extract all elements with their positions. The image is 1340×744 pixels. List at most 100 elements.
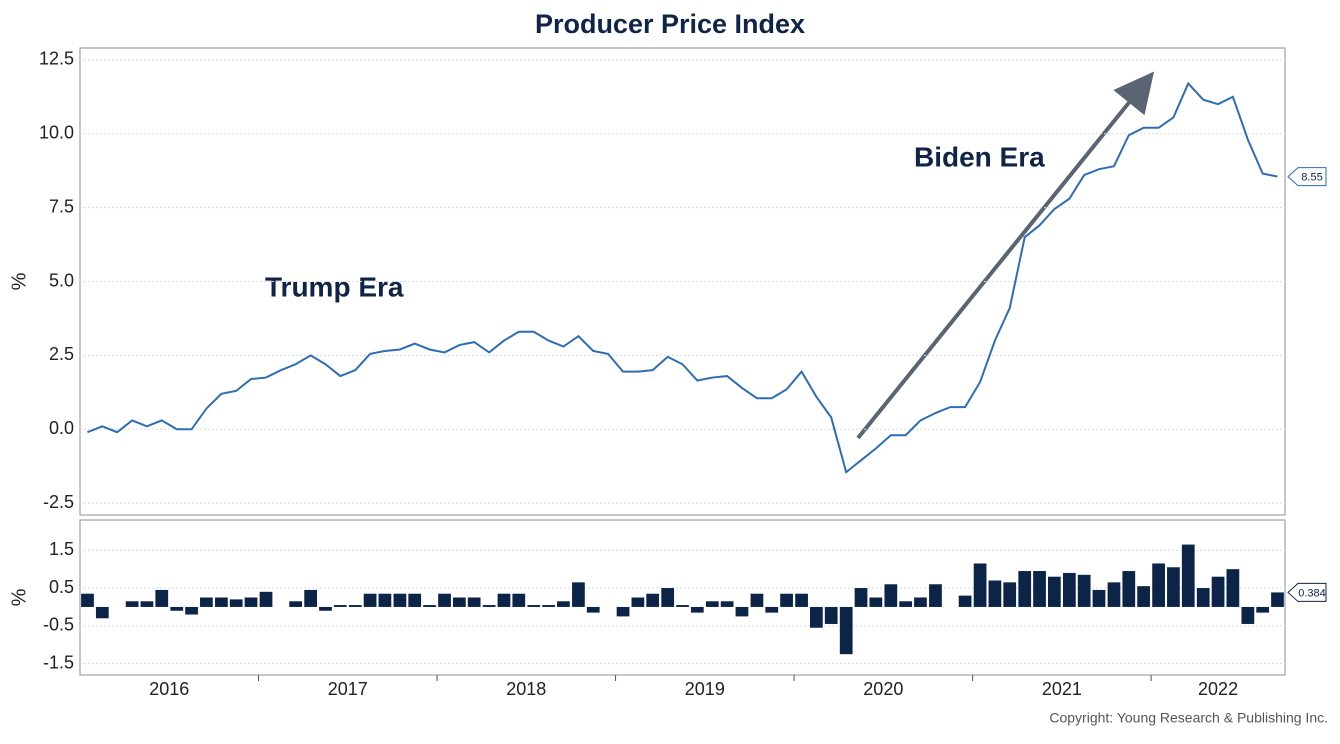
bar xyxy=(1137,586,1150,607)
arrow xyxy=(856,71,1155,440)
bar xyxy=(244,597,258,607)
y-tick-label: -2.5 xyxy=(43,492,74,512)
bar xyxy=(869,597,883,607)
bar xyxy=(884,584,898,607)
bar xyxy=(854,588,868,607)
bar xyxy=(215,597,228,607)
bar xyxy=(542,605,555,607)
bar xyxy=(1256,606,1270,613)
bar xyxy=(1062,572,1076,607)
bar xyxy=(929,584,942,607)
bar xyxy=(646,593,660,607)
line xyxy=(87,81,1278,474)
bar xyxy=(1271,592,1284,607)
bar xyxy=(1226,569,1240,607)
bar xyxy=(229,599,243,607)
bar xyxy=(631,597,645,607)
bar xyxy=(676,605,689,607)
end-label: 0.384 xyxy=(1298,587,1326,599)
chart-title: Producer Price Index xyxy=(535,9,805,39)
bar xyxy=(467,597,481,607)
bar xyxy=(408,593,422,607)
bar xyxy=(125,601,139,607)
end-label-box xyxy=(1287,167,1327,187)
bar xyxy=(155,589,169,607)
bar xyxy=(557,601,570,607)
y-axis-label: % xyxy=(8,588,30,606)
bar xyxy=(572,582,585,607)
y-tick-label: 1.5 xyxy=(49,539,74,559)
bar xyxy=(1018,571,1032,607)
bar xyxy=(527,605,541,607)
bar xyxy=(824,606,838,624)
bar xyxy=(839,606,853,655)
annotation: Biden Era xyxy=(914,141,1045,172)
bar xyxy=(438,593,451,607)
bar xyxy=(586,606,600,613)
bar xyxy=(810,606,823,628)
bar xyxy=(1181,544,1195,607)
plot-frame xyxy=(79,519,1286,676)
copyright: Copyright: Young Research & Publishing I… xyxy=(1049,710,1328,726)
x-tick-label: 2022 xyxy=(1198,679,1238,699)
bar xyxy=(378,593,392,607)
bar xyxy=(140,601,154,607)
y-tick-label: 5.0 xyxy=(49,270,74,290)
x-tick-label: 2016 xyxy=(149,679,189,699)
y-tick-label: -0.5 xyxy=(43,615,74,635)
x-tick-label: 2021 xyxy=(1042,679,1082,699)
y-tick-label: 12.5 xyxy=(39,49,74,69)
bar xyxy=(423,605,436,607)
y-tick-label: 0.5 xyxy=(49,577,74,597)
bar xyxy=(616,606,630,617)
bar xyxy=(720,601,734,607)
bar xyxy=(661,588,675,607)
bar xyxy=(765,606,779,613)
x-tick-label: 2017 xyxy=(328,679,368,699)
bar xyxy=(988,580,1002,607)
end-label-box xyxy=(1287,582,1327,602)
bar xyxy=(200,597,213,607)
bar xyxy=(259,591,273,607)
bar xyxy=(1241,606,1255,624)
bar xyxy=(304,589,318,607)
bar xyxy=(1003,582,1017,607)
bar xyxy=(1211,576,1225,607)
bar xyxy=(795,593,808,607)
bar xyxy=(333,605,347,607)
x-tick-label: 2018 xyxy=(506,679,546,699)
bar xyxy=(482,605,496,607)
bar xyxy=(81,593,94,607)
bar xyxy=(1107,582,1121,607)
bar xyxy=(958,595,972,607)
bar xyxy=(1167,567,1180,607)
y-tick-label: 10.0 xyxy=(39,122,74,142)
bar xyxy=(750,593,764,607)
bar xyxy=(914,597,927,607)
bar xyxy=(170,606,184,611)
y-axis-label: % xyxy=(8,272,30,290)
bar xyxy=(735,606,749,617)
y-tick-label: 0.0 xyxy=(49,418,74,438)
bar xyxy=(497,593,511,607)
bar xyxy=(319,606,332,611)
bar xyxy=(452,597,466,607)
bar xyxy=(705,601,719,607)
bar xyxy=(348,605,362,607)
bar xyxy=(1047,576,1061,607)
bar xyxy=(690,606,704,613)
bar xyxy=(1122,571,1136,607)
bar xyxy=(95,606,109,619)
bar xyxy=(363,593,377,607)
bar xyxy=(185,606,198,615)
x-tick-label: 2019 xyxy=(685,679,725,699)
bar xyxy=(973,563,987,607)
bar xyxy=(512,593,526,607)
bar xyxy=(1077,574,1091,607)
y-tick-label: 2.5 xyxy=(49,344,74,364)
bar xyxy=(1196,588,1210,607)
bar xyxy=(899,601,913,607)
end-label: 8.55 xyxy=(1301,171,1322,183)
